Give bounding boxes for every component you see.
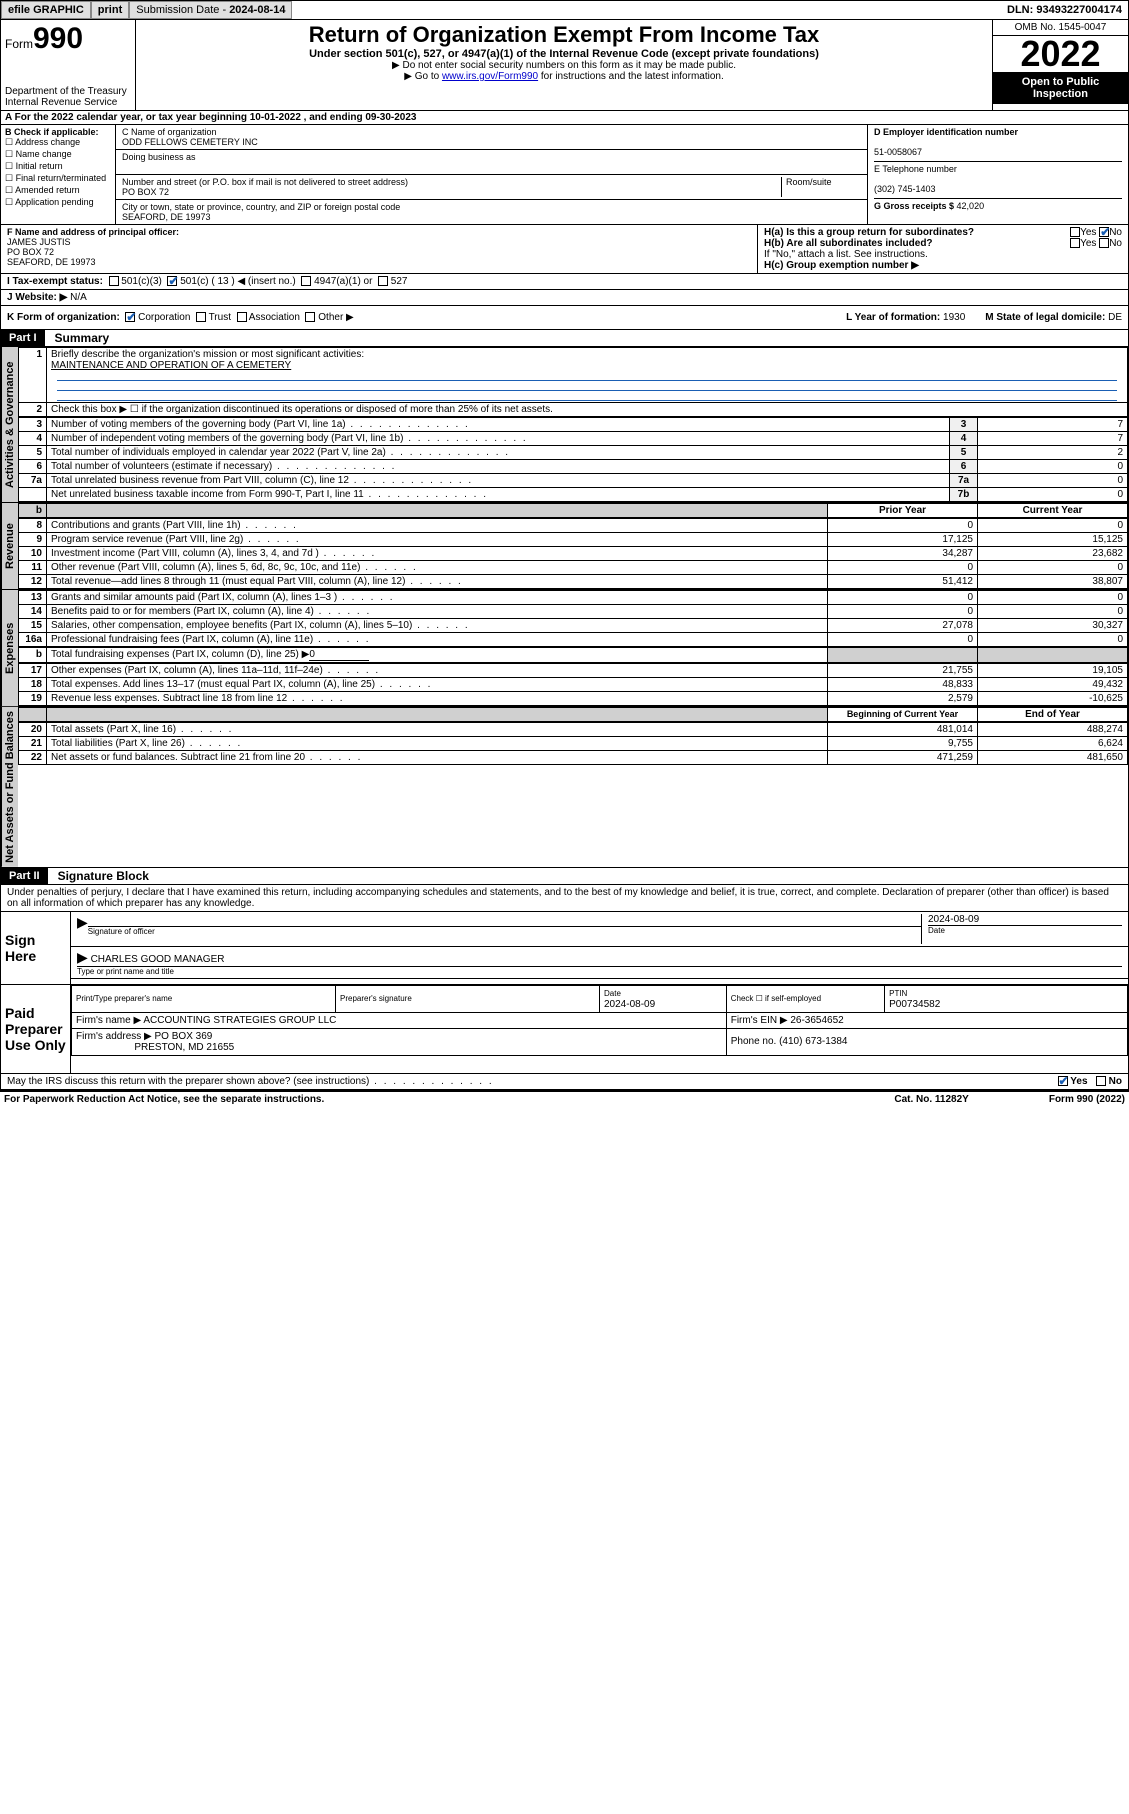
part2-header: Part II Signature Block xyxy=(0,868,1129,885)
chk-name: ☐ Name change xyxy=(5,149,111,160)
section-netassets: Net Assets or Fund Balances Beginning of… xyxy=(0,707,1129,868)
note-ssn: ▶ Do not enter social security numbers o… xyxy=(144,60,984,71)
footer: For Paperwork Reduction Act Notice, see … xyxy=(0,1090,1129,1107)
form-number: Form990 xyxy=(5,22,131,56)
part1-header: Part I Summary xyxy=(0,330,1129,347)
header-left: Form990 Department of the Treasury Inter… xyxy=(1,20,136,110)
ha-no-checkbox[interactable] xyxy=(1099,227,1109,237)
header-right: OMB No. 1545-0047 2022 Open to Public In… xyxy=(993,20,1128,110)
discuss-yes-checkbox[interactable] xyxy=(1058,1076,1068,1086)
korg-row: K Form of organization: Corporation Trus… xyxy=(0,306,1129,330)
form-header: Form990 Department of the Treasury Inter… xyxy=(0,20,1129,111)
org-address: PO BOX 72 xyxy=(122,187,169,197)
org-name: ODD FELLOWS CEMETERY INC xyxy=(122,137,258,147)
irs-label: Internal Revenue Service xyxy=(5,97,131,108)
section-governance: Activities & Governance 1 Briefly descri… xyxy=(0,347,1129,503)
print-button[interactable]: print xyxy=(91,1,129,19)
tab-expenses: Expenses xyxy=(1,590,18,706)
gross-receipts: 42,020 xyxy=(957,201,985,211)
arrow-icon: ▶ xyxy=(77,949,88,965)
block-d: D Employer identification number 51-0058… xyxy=(868,125,1128,224)
ptin: P00734582 xyxy=(889,999,940,1010)
mission: MAINTENANCE AND OPERATION OF A CEMETERY xyxy=(51,360,291,371)
discuss-row: May the IRS discuss this return with the… xyxy=(0,1074,1129,1090)
dln: DLN: 93493227004174 xyxy=(1007,4,1128,16)
chk-initial: ☐ Initial return xyxy=(5,161,111,172)
block-b: B Check if applicable: ☐ Address change … xyxy=(1,125,116,224)
form-subtitle: Under section 501(c), 527, or 4947(a)(1)… xyxy=(144,48,984,60)
top-bar: efile GRAPHIC print Submission Date - 20… xyxy=(0,0,1129,20)
hb-no-checkbox[interactable] xyxy=(1099,238,1109,248)
officer-signed: CHARLES GOOD MANAGER xyxy=(91,954,225,965)
irs-link[interactable]: www.irs.gov/Form990 xyxy=(442,71,538,82)
phone: (302) 745-1403 xyxy=(874,184,936,194)
form-title: Return of Organization Exempt From Incom… xyxy=(144,22,984,48)
officer-name: JAMES JUSTIS xyxy=(7,237,71,247)
tab-governance: Activities & Governance xyxy=(1,347,18,502)
efile-label: efile GRAPHIC xyxy=(1,1,91,19)
officer-block: F Name and address of principal officer:… xyxy=(0,225,1129,274)
ein: 51-0058067 xyxy=(874,147,922,157)
website-row: J Website: ▶ N/A xyxy=(0,290,1129,306)
blocks-bcd: B Check if applicable: ☐ Address change … xyxy=(0,125,1129,225)
declaration: Under penalties of perjury, I declare th… xyxy=(0,885,1129,912)
section-expenses: Expenses 13Grants and similar amounts pa… xyxy=(0,590,1129,707)
website: N/A xyxy=(70,292,87,303)
dept-treasury: Department of the Treasury xyxy=(5,86,131,97)
arrow-icon: ▶ xyxy=(77,914,88,944)
chk-final: ☐ Final return/terminated xyxy=(5,173,111,184)
sign-here-block: Sign Here ▶ Signature of officer 2024-08… xyxy=(0,912,1129,985)
chk-pending: ☐ Application pending xyxy=(5,197,111,208)
hb-yes-checkbox[interactable] xyxy=(1070,238,1080,248)
chk-amended: ☐ Amended return xyxy=(5,185,111,196)
ha-yes-checkbox[interactable] xyxy=(1070,227,1080,237)
firm-name: ACCOUNTING STRATEGIES GROUP LLC xyxy=(143,1015,336,1026)
open-public: Open to Public Inspection xyxy=(993,72,1128,104)
org-city: SEAFORD, DE 19973 xyxy=(122,212,211,222)
tab-revenue: Revenue xyxy=(1,503,18,589)
submission-date: Submission Date - 2024-08-14 xyxy=(129,1,292,19)
tax-year: 2022 xyxy=(993,36,1128,72)
block-c: C Name of organization ODD FELLOWS CEMET… xyxy=(116,125,868,224)
tab-netassets: Net Assets or Fund Balances xyxy=(1,707,18,867)
note-link: ▶ Go to www.irs.gov/Form990 for instruct… xyxy=(144,71,984,82)
header-mid: Return of Organization Exempt From Incom… xyxy=(136,20,993,110)
section-revenue: Revenue b Prior Year Current Year 8Contr… xyxy=(0,503,1129,590)
chk-address: ☐ Address change xyxy=(5,137,111,148)
period-row: A For the 2022 calendar year, or tax yea… xyxy=(0,111,1129,125)
paid-preparer-block: Paid Preparer Use Only Print/Type prepar… xyxy=(0,985,1129,1074)
tax-status-row: I Tax-exempt status: 501(c)(3) 501(c) ( … xyxy=(0,274,1129,290)
discuss-no-checkbox[interactable] xyxy=(1096,1076,1106,1086)
